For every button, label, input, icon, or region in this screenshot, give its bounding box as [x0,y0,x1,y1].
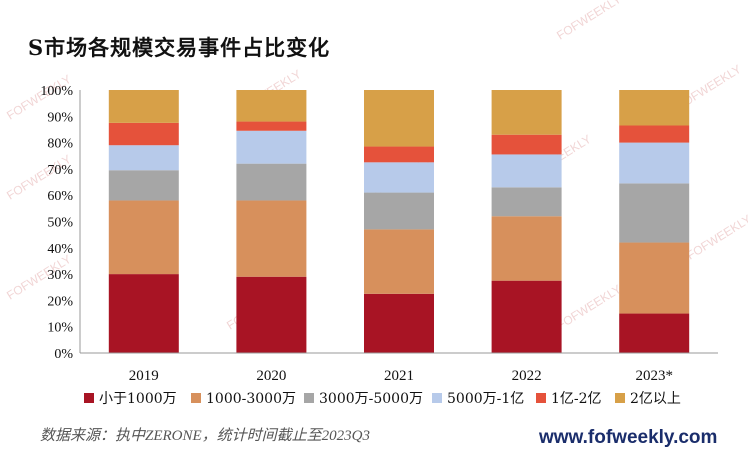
bar-segment[interactable] [236,163,307,201]
legend-label: 3000万-5000万 [319,391,423,407]
legend-swatch [304,393,314,403]
y-tick-label: 0% [54,347,73,362]
legend-swatch [615,393,625,403]
bar-segment[interactable] [619,242,690,314]
bar-segment[interactable] [236,276,307,353]
bar-segment[interactable] [491,134,562,155]
bar-segment[interactable] [236,121,307,131]
y-tick-label: 30% [47,268,73,283]
legend-swatch [432,393,442,403]
bar-segment[interactable] [619,125,690,143]
y-tick-label: 70% [47,163,73,178]
legend-label: 1亿-2亿 [551,391,602,407]
y-tick-label: 80% [47,137,73,152]
legend-label: 2亿以上 [630,391,681,407]
x-tick-label: 2022 [512,368,542,384]
bar-segment[interactable] [108,122,179,146]
bar-segment[interactable] [491,187,562,217]
y-tick-label: 90% [47,110,73,125]
bar-segment[interactable] [364,192,434,230]
bar-segment[interactable] [108,170,179,201]
bar-segment[interactable] [108,274,179,353]
bar-segment[interactable] [619,90,690,126]
watermark-text: FOFWEEKLY [554,282,623,333]
website-link[interactable]: www.fofweekly.com [539,427,718,448]
y-tick-label: 60% [47,189,73,204]
bar-segment[interactable] [619,313,690,353]
bar-segment[interactable] [108,200,179,275]
source-note: 数据来源：执中ZERONE，统计时间截止至2023Q3 [40,428,371,444]
legend-swatch [84,393,94,403]
bar-segment[interactable] [364,293,434,353]
bar-segment[interactable] [236,90,307,122]
bar-segment[interactable] [491,280,562,353]
x-tick-label: 2019 [129,368,159,384]
legend-swatch [536,393,546,403]
y-tick-label: 10% [47,321,73,336]
x-tick-label: 2020 [256,368,286,384]
y-tick-label: 50% [47,216,73,231]
bar-segment[interactable] [236,130,307,164]
bar-segment[interactable] [491,216,562,281]
y-tick-label: 40% [47,242,73,257]
watermark-text: FOFWEEKLY [684,212,748,263]
bar-segment[interactable] [619,183,690,243]
legend-label: 5000万-1亿 [447,391,524,407]
bar-segment[interactable] [364,162,434,193]
bar-segment[interactable] [364,90,434,147]
bar-segment[interactable] [236,200,307,277]
x-tick-label: 2021 [384,368,414,384]
legend-swatch [191,393,201,403]
watermark-text: FOFWEEKLY [554,0,623,43]
x-tick-label: 2023* [635,368,673,384]
y-tick-label: 100% [40,84,73,99]
bar-segment[interactable] [364,229,434,294]
bar-segment[interactable] [108,145,179,171]
legend-label: 1000-3000万 [206,391,296,407]
bar-segment[interactable] [491,154,562,188]
legend-label: 小于1000万 [99,391,177,407]
y-tick-label: 20% [47,294,73,309]
bar-segment[interactable] [491,90,562,135]
bar-segment[interactable] [108,90,179,123]
bar-segment[interactable] [619,142,690,184]
chart-title: S市场各规模交易事件占比变化 [28,35,331,60]
bar-segment[interactable] [364,146,434,163]
